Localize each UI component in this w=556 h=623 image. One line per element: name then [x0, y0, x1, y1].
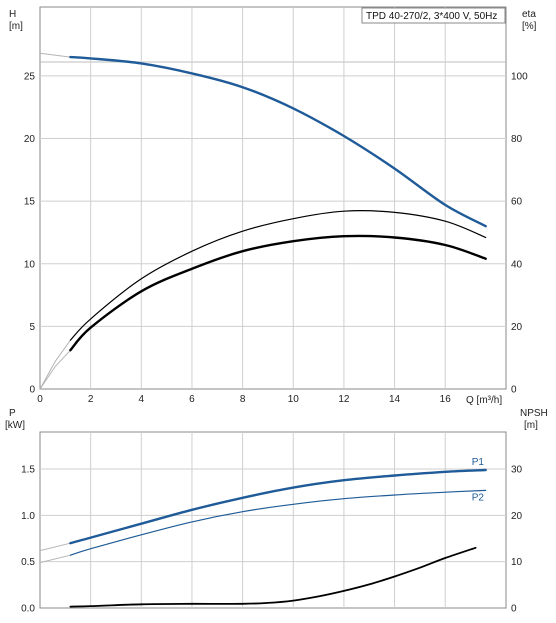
power-series-2-line	[69, 546, 477, 608]
npsh-axis-unit: [m]	[524, 420, 538, 431]
y-left-tick-label: 15	[24, 197, 36, 208]
head-series-2-extrapolation	[39, 349, 71, 390]
head-series-1-line	[69, 210, 487, 341]
chart-title-box: TPD 40-270/2, 3*400 V, 50Hz	[361, 7, 506, 24]
chart-title-frame	[361, 7, 506, 24]
series-label-p2: P2	[472, 492, 485, 503]
x-tick-label: 16	[440, 394, 452, 405]
power-plot-frame	[39, 431, 507, 609]
y-left-tick-label: 1.5	[21, 465, 35, 476]
y-left-tick-label: 5	[29, 322, 35, 333]
y-right-tick-label: 30	[511, 465, 523, 476]
x-tick-label: 8	[240, 394, 246, 405]
y-right-tick-label: 40	[511, 259, 523, 270]
x-tick-label: 6	[189, 394, 195, 405]
y-right-tick-label: 20	[511, 511, 523, 522]
y-right-tick-label: 20	[511, 322, 523, 333]
power-series-1-extrapolation	[39, 554, 71, 564]
x-tick-label: 2	[88, 394, 94, 405]
head-series	[39, 52, 487, 390]
power-axis-name: P	[9, 408, 16, 419]
y-left-tick-label: 10	[24, 259, 36, 270]
power-series-0-extrapolation	[39, 542, 71, 552]
y-right-tick-label: 0	[511, 604, 517, 615]
eta-axis-name: eta	[522, 9, 536, 20]
head-series-1-extrapolation	[39, 339, 71, 390]
npsh-axis-name: NPSH	[520, 408, 548, 419]
eta-axis-unit: [%]	[522, 21, 537, 32]
head-tick-labels: 0 2 4 6 8 10 12 14 16 0 5 10 15 20 25 0 20 40 60 80 100	[24, 71, 528, 405]
y-left-tick-label: 20	[24, 134, 36, 145]
x-tick-label: 12	[338, 394, 350, 405]
x-tick-label: 10	[288, 394, 300, 405]
head-series-0-extrapolation	[39, 52, 71, 58]
power-grid	[40, 432, 506, 608]
y-right-tick-label: 80	[511, 134, 523, 145]
y-left-tick-label: 0.0	[21, 604, 35, 615]
power-series: P1 P2	[39, 457, 487, 608]
x-tick-label: 4	[139, 394, 145, 405]
y-left-tick-label: 1.0	[21, 511, 35, 522]
head-axis-unit: [m]	[9, 21, 23, 32]
head-efficiency-panel: 0 2 4 6 8 10 12 14 16 0 5 10 15 20 25 0 20 40 60 80 100 H [m…	[9, 6, 537, 406]
power-npsh-panel: 0.0 0.5 1.0 1.5 0 10 20 30 P1 P2 P [kW] NPSH [m]	[5, 408, 548, 615]
head-series-0-line	[69, 55, 487, 228]
y-left-tick-label: 0	[29, 385, 35, 396]
head-axis-name: H	[9, 9, 16, 20]
power-series-p1-line	[69, 468, 487, 545]
power-tick-labels: 0.0 0.5 1.0 1.5 0 10 20 30	[21, 465, 522, 615]
series-label-p1: P1	[472, 457, 485, 468]
power-series-p2-line	[69, 489, 487, 556]
y-left-tick-label: 25	[24, 71, 36, 82]
x-tick-label: 0	[37, 394, 43, 405]
x-tick-label: 14	[389, 394, 401, 405]
y-right-tick-label: 100	[511, 71, 528, 82]
y-left-tick-label: 0.5	[21, 557, 35, 568]
flow-axis-label: Q [m³/h]	[466, 395, 502, 406]
head-plot-frame	[39, 6, 507, 390]
y-right-tick-label: 0	[511, 385, 517, 396]
head-grid	[40, 7, 506, 389]
y-right-tick-label: 10	[511, 557, 523, 568]
head-series-2-line	[69, 234, 487, 352]
chart-title: TPD 40-270/2, 3*400 V, 50Hz	[366, 11, 497, 22]
power-axis-unit: [kW]	[5, 420, 25, 431]
y-right-tick-label: 60	[511, 197, 523, 208]
